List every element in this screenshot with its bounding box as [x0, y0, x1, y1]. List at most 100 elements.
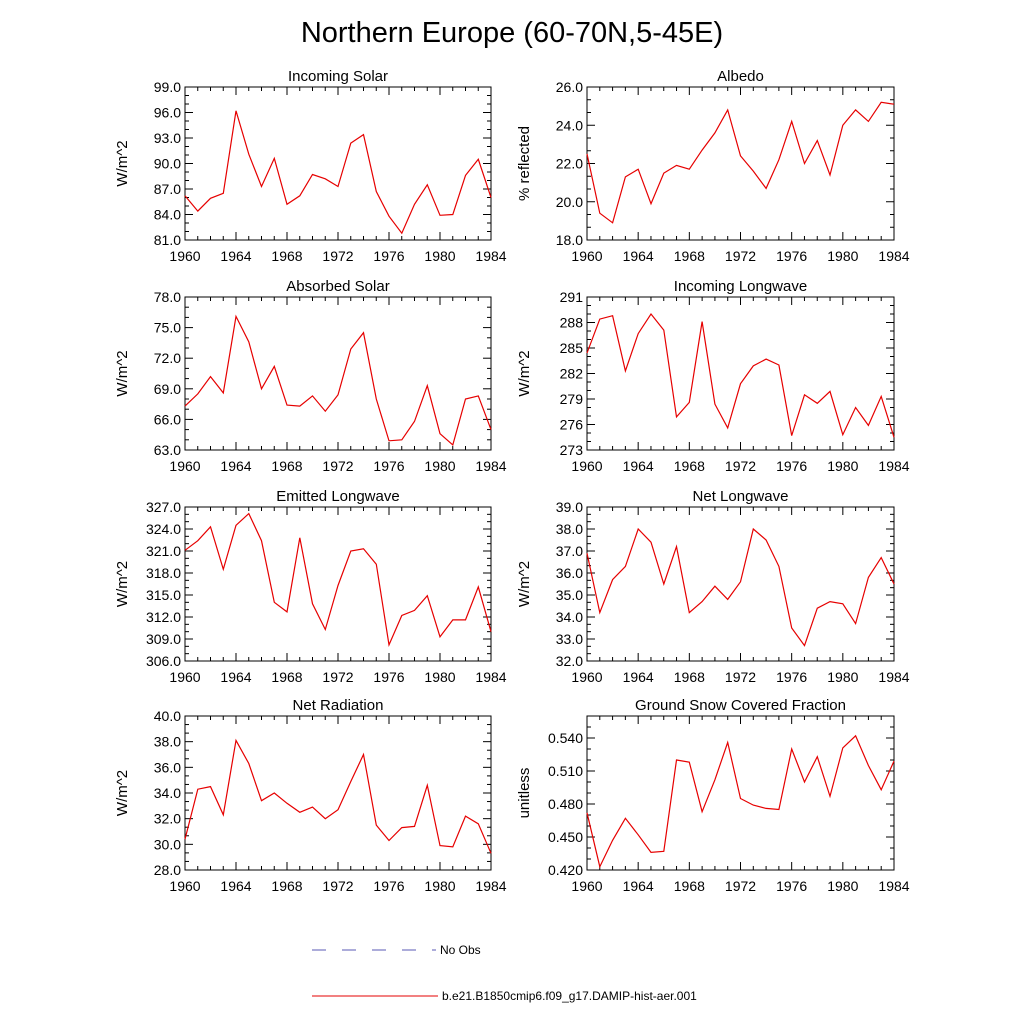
x-tick-label: 1964	[220, 248, 251, 264]
y-tick-label: 75.0	[154, 320, 181, 336]
plot-frame	[184, 296, 492, 451]
x-tick-label: 1960	[571, 248, 602, 264]
y-tick-label: 312.0	[146, 609, 181, 625]
series-line-model	[184, 738, 492, 854]
y-tick-label: 34.0	[154, 785, 181, 801]
x-tick-label: 1976	[373, 878, 404, 894]
y-tick-label: 99.0	[154, 79, 181, 95]
y-tick-label: 78.0	[154, 289, 181, 305]
y-tick-label: 66.0	[154, 411, 181, 427]
panel-4: Incoming Longwave W/m^2 1960 1964 1968 1972 19…	[516, 278, 910, 474]
x-tick-label: 1960	[571, 669, 602, 685]
y-axis-label: W/m^2	[114, 140, 131, 186]
y-axis-label: W/m^2	[114, 770, 131, 816]
y-tick-label: 288	[560, 315, 584, 331]
x-tick-label: 1984	[878, 248, 909, 264]
y-tick-label: 36.0	[154, 759, 181, 775]
y-tick-label: 69.0	[154, 381, 181, 397]
x-tick-label: 1964	[623, 669, 654, 685]
panel-2: Albedo % reflected 1960 1964 1968 1972 1976 198…	[516, 68, 910, 264]
x-tick-label: 1976	[776, 458, 807, 474]
series-line-model	[586, 734, 895, 869]
y-tick-label: 38.0	[154, 734, 181, 750]
panel-title: Net Longwave	[693, 488, 789, 505]
x-tick-label: 1980	[827, 878, 858, 894]
y-tick-label: 81.0	[154, 232, 181, 248]
y-tick-label: 93.0	[154, 130, 181, 146]
y-tick-label: 35.0	[556, 587, 583, 603]
y-axis-label: W/m^2	[516, 561, 533, 607]
x-tick-label: 1972	[322, 878, 353, 894]
x-tick-label: 1972	[322, 248, 353, 264]
y-tick-label: 309.0	[146, 631, 181, 647]
y-tick-label: 315.0	[146, 587, 181, 603]
y-tick-label: 30.0	[154, 836, 181, 852]
plot-frame	[586, 86, 895, 241]
x-tick-label: 1976	[776, 248, 807, 264]
y-tick-label: 36.0	[556, 565, 583, 581]
x-tick-label: 1984	[475, 669, 506, 685]
x-tick-label: 1960	[169, 458, 200, 474]
x-tick-label: 1976	[373, 248, 404, 264]
y-tick-label: 72.0	[154, 350, 181, 366]
x-tick-label: 1960	[169, 248, 200, 264]
x-tick-label: 1964	[623, 458, 654, 474]
panel-title: Absorbed Solar	[286, 278, 389, 295]
y-tick-label: 26.0	[556, 79, 583, 95]
x-tick-label: 1960	[571, 458, 602, 474]
x-tick-label: 1972	[725, 878, 756, 894]
legend-model-label: b.e21.B1850cmip6.f09_g17.DAMIP-hist-aer.…	[442, 989, 697, 1003]
y-tick-label: 327.0	[146, 499, 181, 515]
x-tick-label: 1984	[878, 878, 909, 894]
y-tick-label: 37.0	[556, 543, 583, 559]
panel-1: Incoming Solar W/m^2 1960 1964 1968 1972 1976 1…	[114, 68, 507, 264]
y-tick-label: 33.0	[556, 631, 583, 647]
plot-frame	[586, 715, 895, 871]
x-tick-label: 1972	[725, 458, 756, 474]
y-tick-label: 38.0	[556, 521, 583, 537]
x-tick-label: 1980	[424, 248, 455, 264]
panel-5: Emitted Longwave W/m^2 1960 1964 1968 1972 197…	[114, 488, 507, 685]
y-tick-label: 0.540	[548, 730, 583, 746]
x-tick-label: 1960	[571, 878, 602, 894]
plot-frame	[184, 715, 492, 871]
series-line-model	[184, 314, 492, 446]
x-tick-label: 1964	[623, 248, 654, 264]
figure-title: Northern Europe (60-70N,5-45E)	[301, 17, 723, 49]
y-tick-label: 96.0	[154, 105, 181, 121]
y-tick-label: 282	[560, 366, 584, 382]
x-tick-label: 1984	[878, 458, 909, 474]
y-tick-label: 291	[560, 289, 584, 305]
panel-title: Ground Snow Covered Fraction	[635, 697, 846, 714]
x-tick-label: 1964	[623, 878, 654, 894]
legend-no-obs-label: No Obs	[440, 943, 481, 957]
series-line-model	[586, 527, 895, 647]
y-tick-label: 324.0	[146, 521, 181, 537]
y-axis-label: W/m^2	[114, 350, 131, 396]
y-tick-label: 40.0	[154, 708, 181, 724]
x-tick-label: 1976	[373, 669, 404, 685]
x-tick-label: 1964	[220, 458, 251, 474]
plot-frame	[184, 86, 492, 241]
x-tick-label: 1972	[322, 458, 353, 474]
x-tick-label: 1968	[674, 878, 705, 894]
panel-7: Net Radiation W/m^2 1960 1964 1968 1972 1976 19…	[114, 697, 507, 894]
panel-title: Net Radiation	[293, 697, 384, 714]
x-tick-label: 1968	[271, 669, 302, 685]
x-tick-label: 1972	[322, 669, 353, 685]
x-tick-label: 1980	[827, 669, 858, 685]
x-tick-label: 1972	[725, 248, 756, 264]
x-tick-label: 1980	[424, 669, 455, 685]
y-tick-label: 279	[560, 391, 584, 407]
x-tick-label: 1984	[475, 878, 506, 894]
panel-title: Emitted Longwave	[276, 488, 399, 505]
x-tick-label: 1980	[827, 248, 858, 264]
series-line-model	[586, 312, 895, 438]
x-tick-label: 1960	[169, 669, 200, 685]
x-tick-label: 1968	[674, 458, 705, 474]
y-tick-label: 0.420	[548, 862, 583, 878]
y-tick-label: 28.0	[154, 862, 181, 878]
x-tick-label: 1980	[424, 458, 455, 474]
series-line-model	[184, 512, 492, 648]
y-tick-label: 32.0	[154, 811, 181, 827]
